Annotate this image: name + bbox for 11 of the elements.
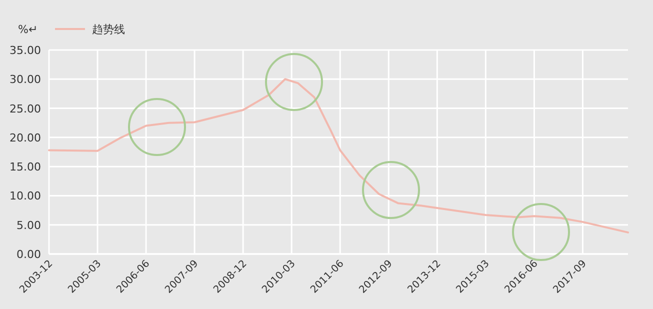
y-tick-label: 35.00 xyxy=(10,44,41,57)
y-tick-label: 10.00 xyxy=(10,190,41,203)
y-tick-label: 25.00 xyxy=(10,102,41,116)
y-tick-label: 30.00 xyxy=(10,73,41,86)
legend-label: 趋势线 xyxy=(92,23,125,36)
y-tick-label: 20.00 xyxy=(10,131,41,144)
line-series xyxy=(48,78,629,234)
y-tick-label: 15.00 xyxy=(10,160,41,174)
y-tick-label: 5.00 xyxy=(16,218,41,232)
y-tick-label: 0.00 xyxy=(16,248,41,261)
y-axis-title: %↵ xyxy=(18,23,38,36)
